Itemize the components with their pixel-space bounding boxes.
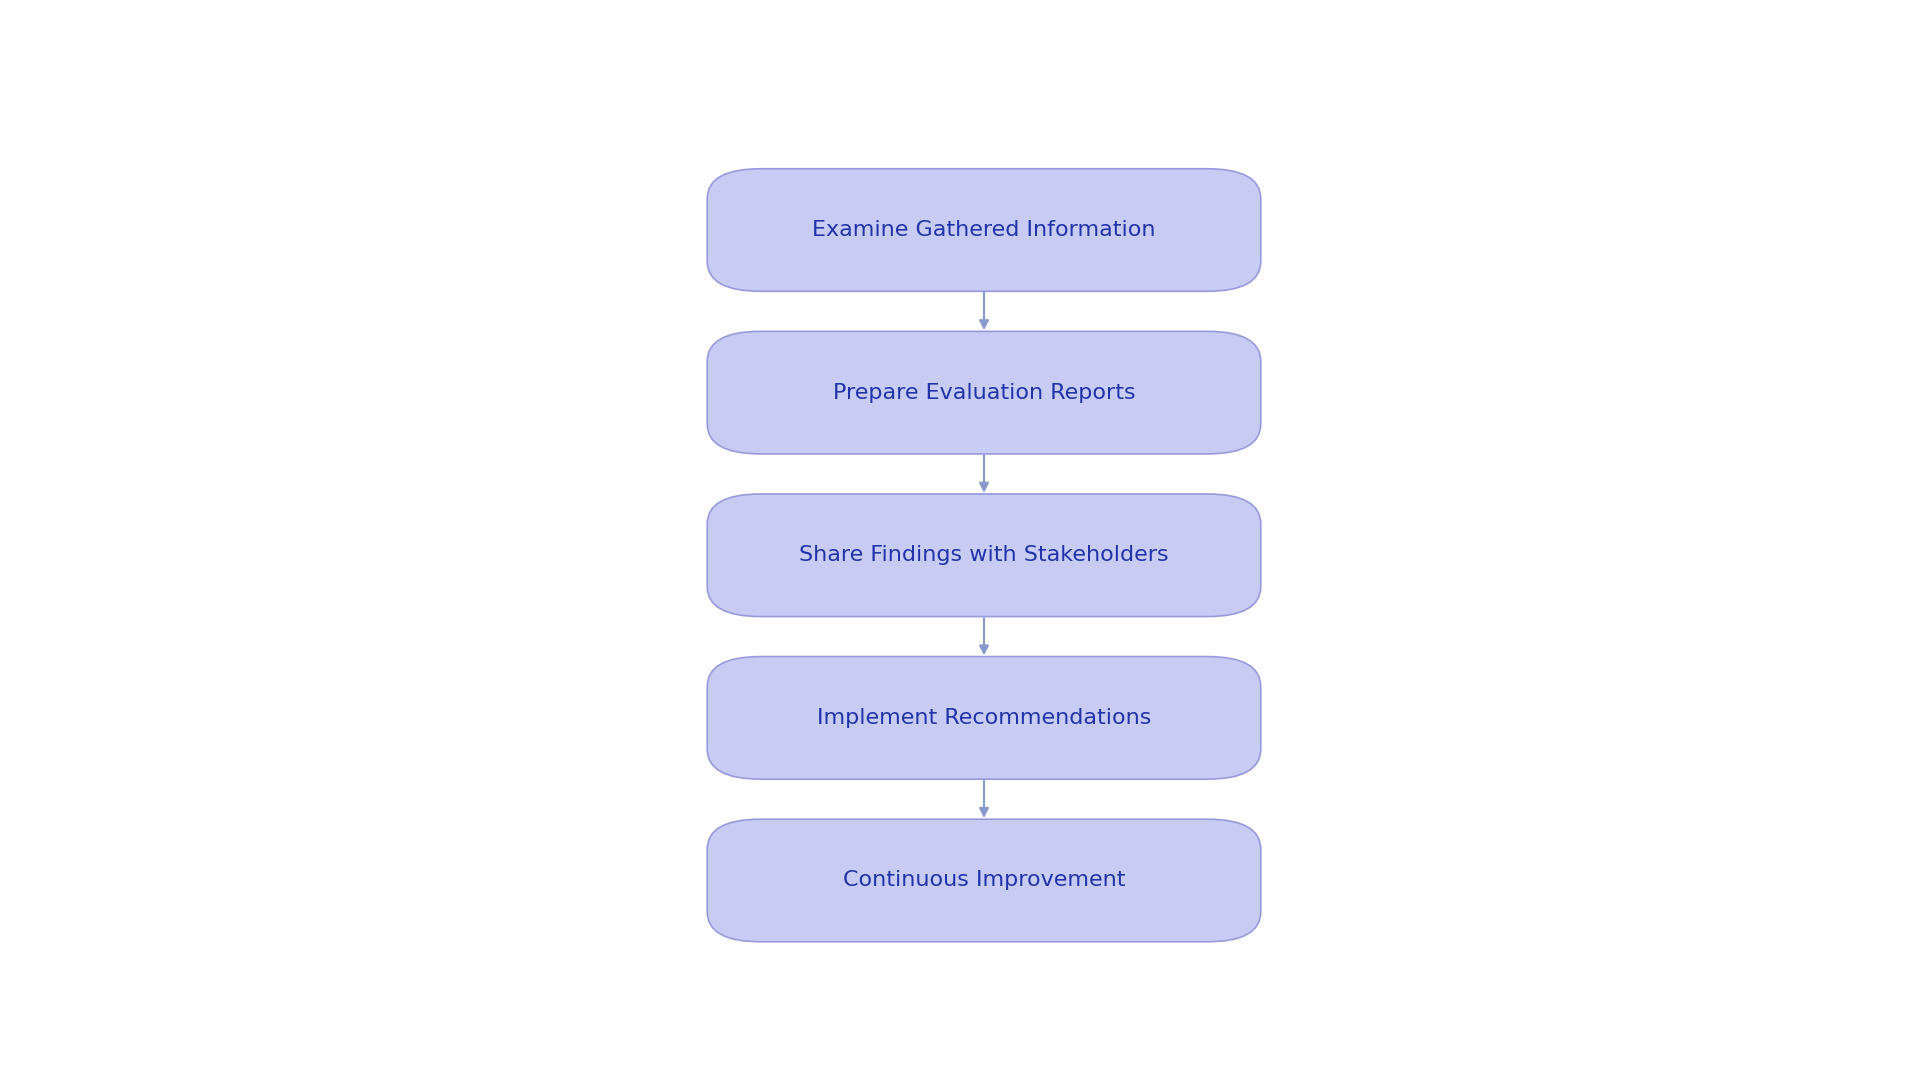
Text: Implement Recommendations: Implement Recommendations [816,708,1152,728]
FancyBboxPatch shape [707,169,1261,291]
Text: Continuous Improvement: Continuous Improvement [843,871,1125,890]
Text: Examine Gathered Information: Examine Gathered Information [812,220,1156,240]
FancyBboxPatch shape [707,494,1261,616]
Text: Share Findings with Stakeholders: Share Findings with Stakeholders [799,545,1169,565]
FancyBboxPatch shape [707,656,1261,779]
Text: Prepare Evaluation Reports: Prepare Evaluation Reports [833,382,1135,403]
FancyBboxPatch shape [707,819,1261,942]
FancyBboxPatch shape [707,331,1261,454]
